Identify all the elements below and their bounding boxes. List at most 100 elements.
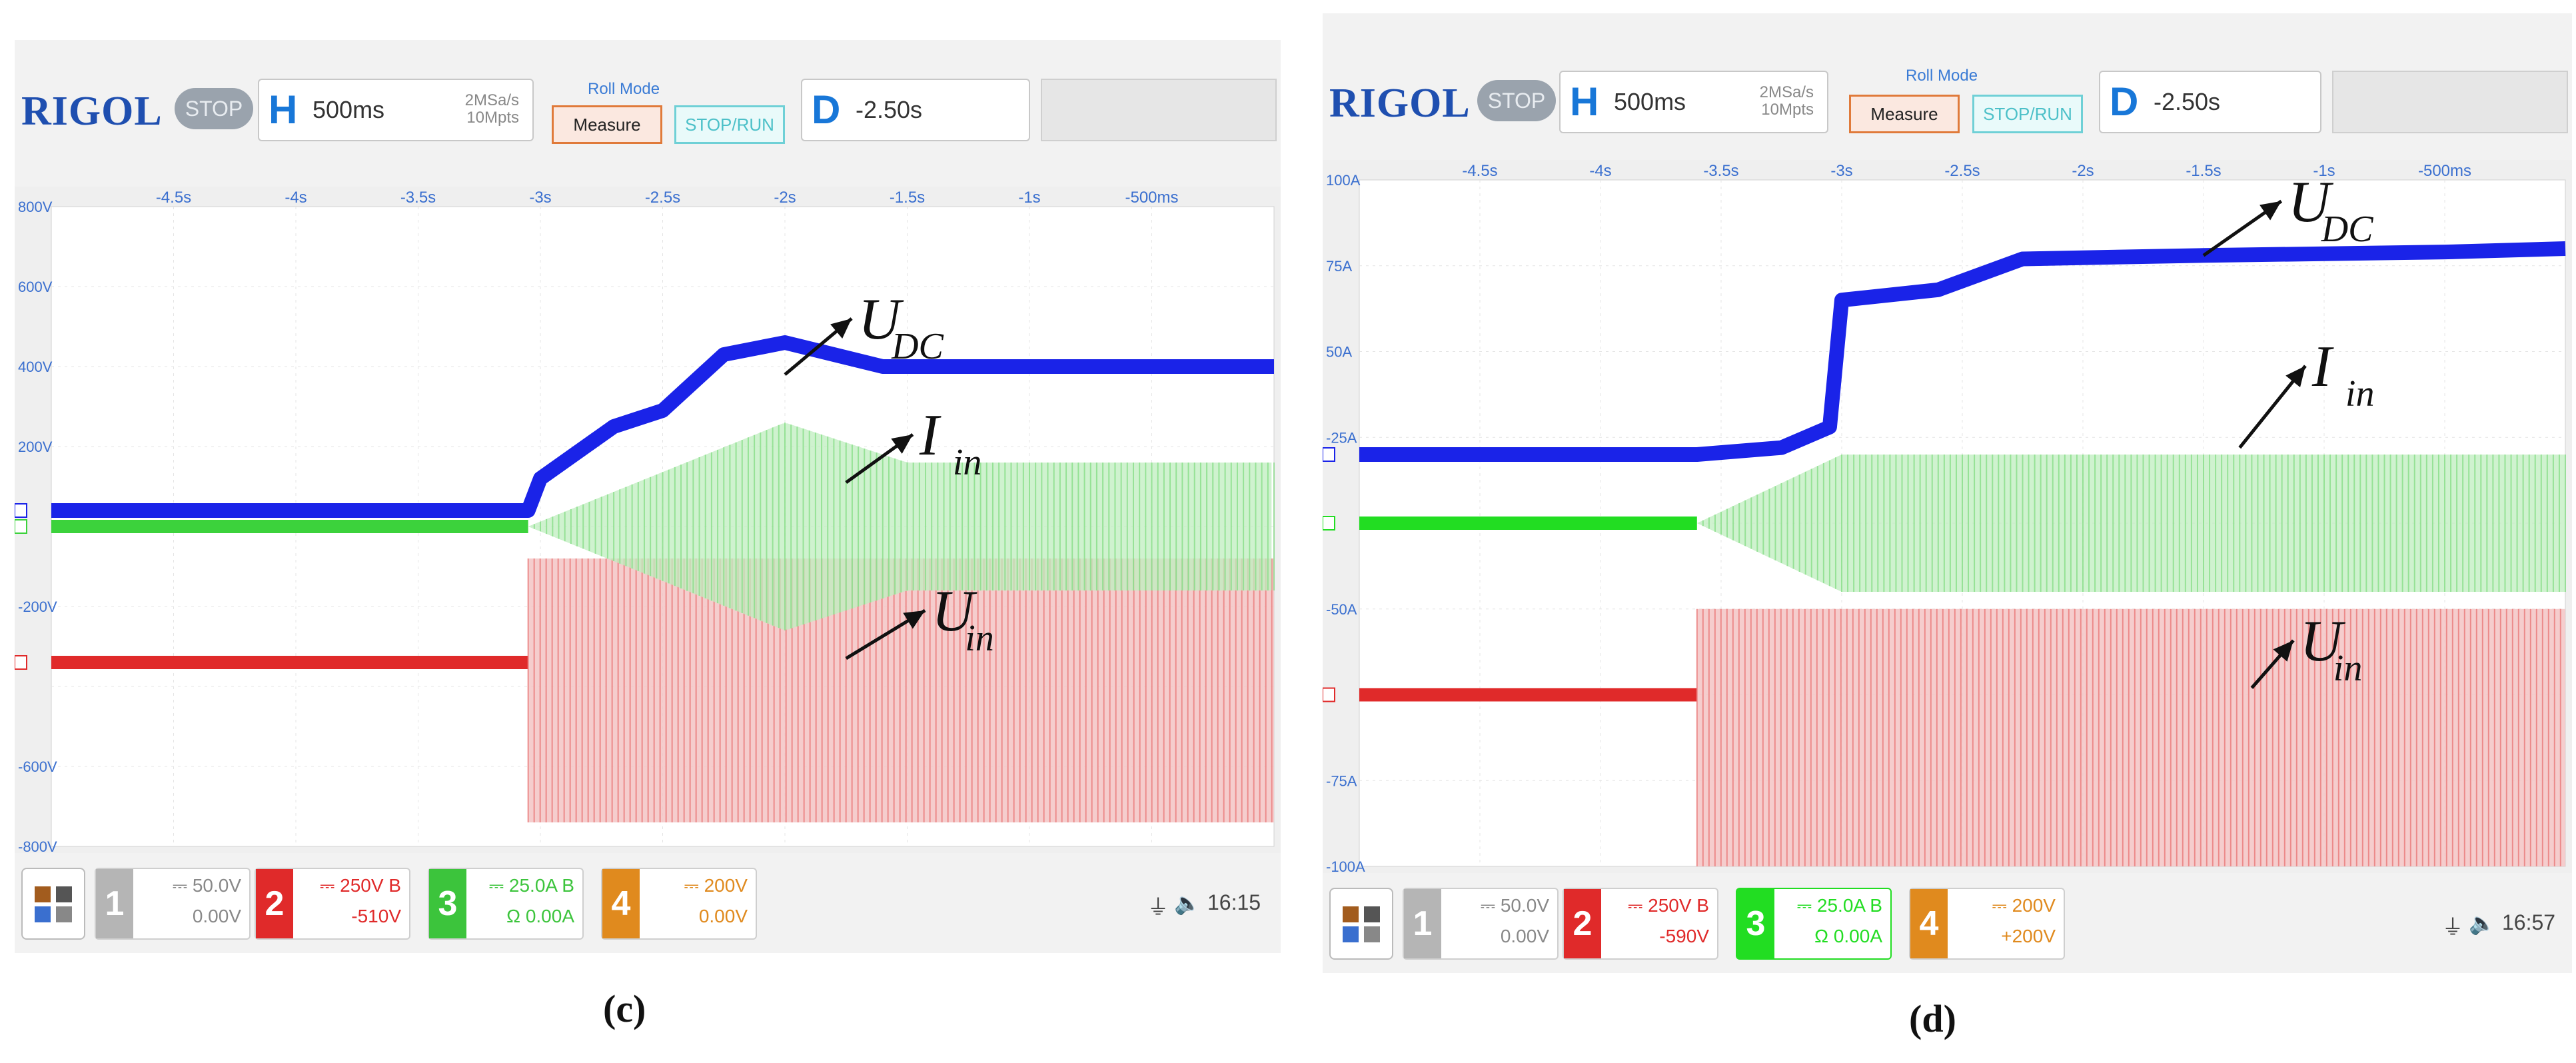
iin-subscript: in <box>2345 373 2375 415</box>
udc-subscript: DC <box>891 326 944 367</box>
oscilloscope-screen: RIGOL STOP H 500ms 2MSa/s 10Mpts Roll Mo… <box>1323 13 2572 973</box>
channel-number: 2 <box>1564 889 1601 958</box>
uin-arrowhead <box>2273 640 2293 662</box>
horizontal-letter: H <box>1570 79 1599 124</box>
iin-arrowhead <box>2285 366 2305 388</box>
panel-caption: (d) <box>1909 997 1956 1040</box>
timebase-value: 500ms <box>1614 88 1686 115</box>
channel-4-box[interactable]: 4 ⎓ 200V 0.00V <box>601 868 757 940</box>
series-uin <box>1359 608 2565 866</box>
y-tick-label: -600V <box>18 758 57 775</box>
top-toolbar: RIGOL STOP H 500ms 2MSa/s 10Mpts Roll Mo… <box>1323 13 2572 160</box>
x-tick-label: -1.5s <box>890 189 925 207</box>
run-state-badge[interactable]: STOP <box>1477 80 1556 121</box>
clock-time: 16:57 <box>2502 910 2556 934</box>
x-tick-label: -3s <box>1830 162 1852 180</box>
channel-number: 2 <box>256 869 293 938</box>
udc-subscript: DC <box>2321 209 2373 250</box>
oscilloscope-screen: RIGOL STOP H 500ms 2MSa/s 10Mpts Roll Mo… <box>15 40 1281 953</box>
run-state-badge[interactable]: STOP <box>175 88 253 129</box>
iin-arrowhead <box>891 435 913 454</box>
y-tick-label: -200V <box>18 598 57 615</box>
horizontal-timebase-box[interactable]: H 500ms 2MSa/s 10Mpts <box>1559 71 1828 133</box>
channel-4-box[interactable]: 4 ⎓ 200V +200V <box>1909 888 2065 960</box>
sample-rate: 2MSa/s <box>464 91 519 109</box>
measure-button[interactable]: Measure <box>1849 95 1960 133</box>
ch4-marker <box>15 503 27 518</box>
channel-offset: +200V <box>2001 926 2056 946</box>
stop-run-button[interactable]: STOP/RUN <box>674 105 785 144</box>
channel-scale: ⎓ 200V <box>684 875 748 896</box>
channel-3-box[interactable]: 3 ⎓ 25.0A B Ω 0.00A <box>1736 888 1892 960</box>
delay-box[interactable]: D -2.50s <box>801 79 1030 141</box>
y-tick-label: 50A <box>1326 344 1352 361</box>
ch2-marker <box>15 655 27 670</box>
uin-envelope <box>528 558 1274 822</box>
iin-label: I <box>2311 335 2334 399</box>
channel-scale: ⎓ 25.0A B <box>488 875 574 896</box>
channel-bar: 1 ⎓ 50.0V 0.00V 2 ⎓ 250V B -510V 3 ⎓ 25.0A B Ω 0… <box>15 853 1281 953</box>
brand-logo: RIGOL <box>21 89 163 134</box>
x-tick-label: -4s <box>1589 162 1611 180</box>
stop-run-button[interactable]: STOP/RUN <box>1972 95 2083 133</box>
y-tick-label: 200V <box>18 439 53 455</box>
trigger-info-box <box>2332 71 2568 133</box>
channel-3-box[interactable]: 3 ⎓ 25.0A B Ω 0.00A <box>428 868 584 940</box>
uin-arrowhead <box>903 610 926 629</box>
x-tick-label: -2s <box>774 189 796 207</box>
speaker-icon[interactable]: 🔈 <box>1174 891 1201 915</box>
ch3-marker <box>15 519 27 534</box>
x-tick-label: -1.5s <box>2186 162 2221 180</box>
channel-1-box[interactable]: 1 ⎓ 50.0V 0.00V <box>1403 888 1559 960</box>
uin-subscript: in <box>2333 648 2363 689</box>
channel-number: 4 <box>602 869 640 938</box>
measure-button[interactable]: Measure <box>552 105 662 144</box>
x-tick-label: -1s <box>1018 189 1040 207</box>
uin-subscript: in <box>965 618 994 659</box>
y-tick-label: -50A <box>1326 601 1357 618</box>
x-tick-label: -2.5s <box>1944 162 1980 180</box>
menu-icon[interactable] <box>1329 888 1393 960</box>
udc-label: U <box>858 287 904 352</box>
delay-box[interactable]: D -2.50s <box>2099 71 2321 133</box>
udc-label: U <box>2288 170 2334 235</box>
channel-2-box[interactable]: 2 ⎓ 250V B -590V <box>1563 888 1718 960</box>
iin-envelope <box>528 423 1272 630</box>
channel-scale: ⎓ 250V B <box>320 875 401 896</box>
ch3-marker <box>1323 516 1335 531</box>
series-uin <box>51 558 1274 822</box>
y-tick-label: 400V <box>18 359 53 375</box>
uin-envelope <box>1696 608 2565 866</box>
menu-icon[interactable] <box>21 868 85 940</box>
channel-number: 1 <box>96 869 133 938</box>
channel-scale: ⎓ 50.0V <box>172 875 241 896</box>
uin-label: U <box>932 579 977 644</box>
roll-mode-label: Roll Mode <box>588 80 660 98</box>
x-tick-label: -2.5s <box>645 189 680 207</box>
udc-arrowhead <box>830 319 852 339</box>
channel-2-box[interactable]: 2 ⎓ 250V B -510V <box>255 868 410 940</box>
trigger-info-box <box>1041 79 1277 141</box>
y-tick-label: 100A <box>1326 172 1361 189</box>
panel-caption: (c) <box>603 987 646 1030</box>
x-tick-label: -2s <box>2072 162 2094 180</box>
usb-icon: ⏚ <box>1147 895 1169 919</box>
delay-value: -2.50s <box>2154 88 2221 115</box>
channel-offset: -590V <box>1659 926 1709 946</box>
iin-label: I <box>919 403 942 468</box>
horizontal-timebase-box[interactable]: H 500ms 2MSa/s 10Mpts <box>258 79 534 141</box>
horizontal-letter: H <box>269 87 298 132</box>
channel-bar: 1 ⎓ 50.0V 0.00V 2 ⎓ 250V B -590V 3 ⎓ 25.0A B Ω 0… <box>1323 873 2572 973</box>
speaker-icon[interactable]: 🔈 <box>2469 911 2495 935</box>
y-tick-label: 75A <box>1326 258 1352 275</box>
channel-offset: 0.00V <box>698 906 748 926</box>
channel-number: 3 <box>429 869 466 938</box>
series-iin <box>51 423 1275 630</box>
scope-panel-d: RIGOL STOP H 500ms 2MSa/s 10Mpts Roll Mo… <box>1323 0 2576 1063</box>
delay-letter: D <box>812 87 841 132</box>
channel-1-box[interactable]: 1 ⎓ 50.0V 0.00V <box>95 868 251 940</box>
channel-scale: ⎓ 50.0V <box>1480 895 1549 916</box>
top-toolbar: RIGOL STOP H 500ms 2MSa/s 10Mpts Roll Mo… <box>15 40 1281 187</box>
x-tick-label: -4s <box>285 189 307 207</box>
memory-depth: 10Mpts <box>466 109 519 127</box>
